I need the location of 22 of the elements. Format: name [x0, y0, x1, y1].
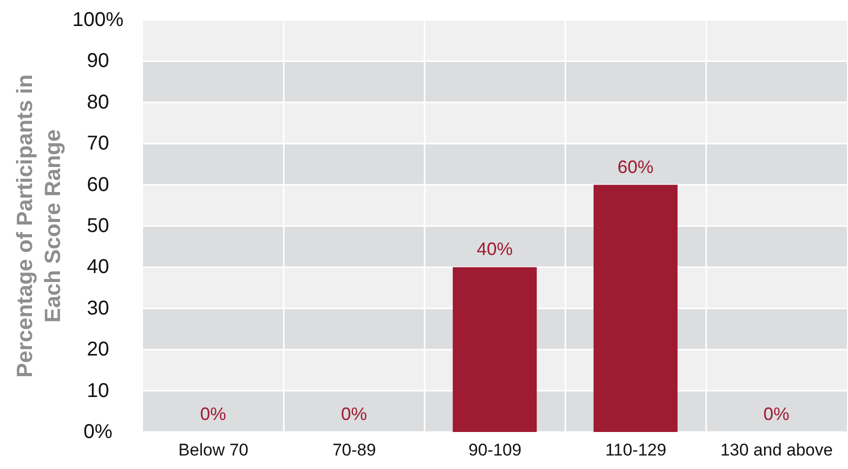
y-tick-label: 90	[86, 50, 110, 72]
y-tick-label: 60	[86, 174, 110, 196]
x-tick-label: 70-89	[332, 440, 376, 460]
y-tick-label: 30	[86, 297, 110, 320]
data-label: 0%	[340, 404, 367, 424]
y-tick-label: 50	[86, 215, 110, 237]
x-tick-label: Below 70	[178, 440, 248, 460]
data-label: 0%	[763, 404, 790, 424]
y-tick-label: 100%	[72, 9, 124, 31]
x-tick-label: 90-109	[468, 440, 522, 460]
y-tick-label: 10	[86, 380, 110, 402]
y-axis-title: Percentage of Participants in Each Score Range	[12, 74, 64, 378]
data-label: 60%	[618, 156, 654, 177]
y-tick-label: 40	[86, 256, 110, 278]
y-tick-label: 70	[86, 132, 110, 155]
y-tick-label: 80	[86, 91, 110, 114]
y-tick-label: 20	[86, 338, 110, 361]
data-label: 40%	[476, 239, 513, 260]
data-label: 0%	[200, 404, 226, 424]
x-tick-label: 110-129	[605, 440, 666, 460]
y-tick-label: 0%	[84, 421, 113, 443]
x-tick-label: 130 and above	[720, 440, 833, 460]
